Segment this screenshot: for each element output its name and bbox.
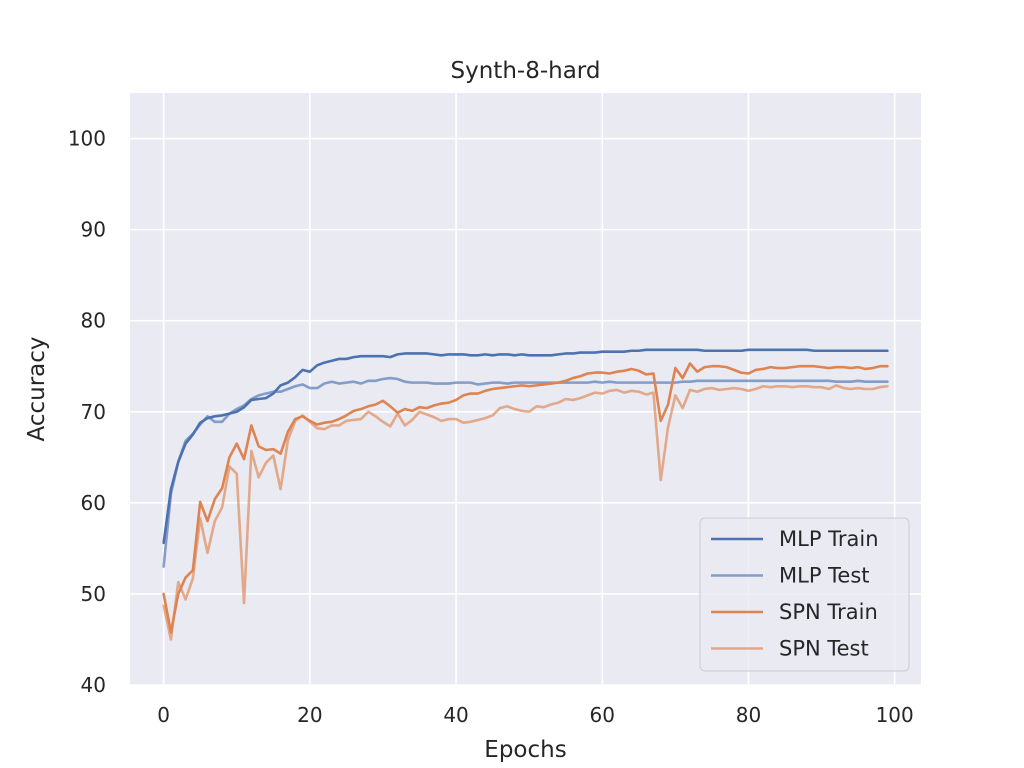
- x-tick-label: 0: [157, 703, 170, 727]
- legend: MLP Train MLP Test SPN Train SPN Test: [699, 517, 910, 672]
- x-tick-label: 40: [443, 703, 468, 727]
- x-axis-label: Epochs: [484, 737, 566, 763]
- x-tick-labels: 0 20 40 60 80 100: [157, 703, 914, 727]
- y-tick-label: 40: [81, 673, 106, 697]
- y-tick-label: 80: [81, 309, 106, 333]
- legend-label: MLP Test: [779, 564, 870, 588]
- y-axis-label: Accuracy: [24, 336, 50, 441]
- legend-box: [699, 517, 910, 672]
- y-tick-label: 90: [81, 218, 106, 242]
- y-tick-label: 60: [81, 491, 106, 515]
- y-tick-label: 50: [81, 582, 106, 606]
- y-tick-labels: 40 50 60 70 80 90 100: [68, 127, 106, 697]
- series-line-mlp-train: [162, 348, 889, 545]
- series-line-spn-train: [162, 362, 889, 634]
- series-line-spn-test: [162, 384, 889, 641]
- series-line-mlp-test: [162, 376, 889, 568]
- series-group: [162, 348, 889, 641]
- y-tick-label: 100: [68, 127, 106, 151]
- chart-title: Synth-8-hard: [451, 58, 601, 84]
- x-tick-label: 60: [590, 703, 615, 727]
- legend-label: MLP Train: [779, 527, 879, 551]
- legend-label: SPN Train: [779, 600, 878, 624]
- x-tick-label: 100: [876, 703, 914, 727]
- legend-label: SPN Test: [779, 637, 869, 661]
- x-tick-label: 20: [297, 703, 322, 727]
- x-tick-label: 80: [736, 703, 761, 727]
- y-tick-label: 70: [81, 400, 106, 424]
